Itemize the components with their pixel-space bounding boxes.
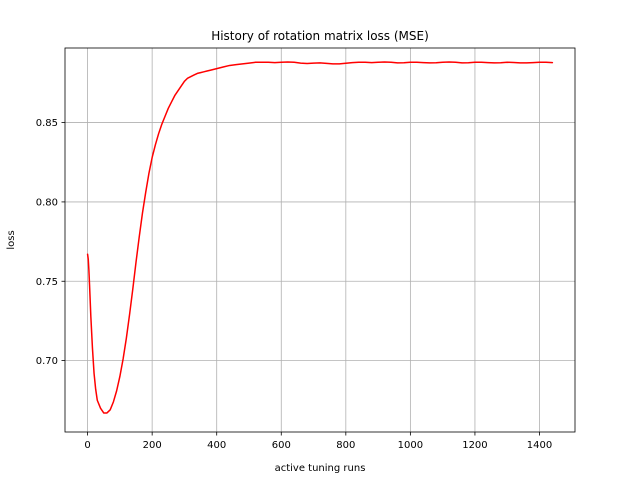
series-layer xyxy=(86,61,554,414)
x-tick-label: 200 xyxy=(143,440,162,451)
chart-title: History of rotation matrix loss (MSE) xyxy=(211,29,429,43)
x-tick-label: 600 xyxy=(272,440,291,451)
x-axis-label: active tuning runs xyxy=(275,463,366,474)
loss-series-line xyxy=(86,61,554,414)
x-tick-label: 400 xyxy=(207,440,226,451)
y-tick-label: 0.85 xyxy=(36,118,58,129)
y-axis: 0.70 0.75 0.80 0.85 xyxy=(36,118,65,367)
x-tick-label: 1000 xyxy=(398,440,423,451)
x-tick-label: 800 xyxy=(336,440,355,451)
x-tick-label: 0 xyxy=(84,440,90,451)
y-axis-label: loss xyxy=(6,230,17,249)
x-tick-label: 1200 xyxy=(462,440,487,451)
x-tick-label: 1400 xyxy=(527,440,552,451)
plot-area xyxy=(65,48,575,432)
y-tick-label: 0.70 xyxy=(36,356,58,367)
plot-frame xyxy=(64,47,576,433)
y-tick-label: 0.75 xyxy=(36,277,58,288)
x-axis: 0 200 400 600 800 1000 1200 1400 xyxy=(84,432,552,451)
y-tick-label: 0.80 xyxy=(36,197,58,208)
grid xyxy=(65,48,575,432)
